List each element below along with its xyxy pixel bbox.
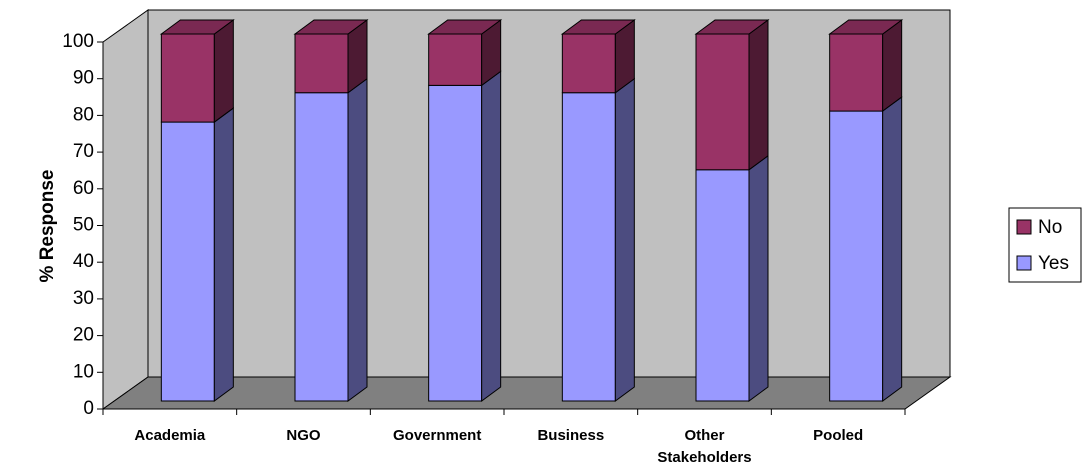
y-tick-label: 30	[73, 288, 94, 309]
legend: No Yes	[1008, 207, 1082, 283]
y-axis: 0 10 20 30 40 50 60 70 80 90 100	[62, 31, 104, 419]
bar-no-front	[428, 33, 483, 86]
bar-stack	[159, 19, 235, 402]
bar-no-side	[882, 19, 903, 113]
x-axis: Academia NGO Government Business Other Stakeh…	[102, 408, 906, 466]
bar-no-side	[748, 19, 769, 171]
legend-swatch-yes	[1016, 255, 1032, 271]
x-category-label: Academia	[134, 427, 206, 444]
x-category-label: NGO	[286, 427, 321, 444]
bar-yes-side	[481, 70, 502, 402]
y-tick-label: 80	[73, 104, 94, 125]
bar-yes-front	[561, 92, 616, 402]
y-tick-label: 10	[73, 361, 94, 382]
bar-no-front	[829, 33, 884, 112]
y-tick-label: 0	[83, 398, 94, 419]
bar-stack	[828, 19, 904, 402]
bar-no-top	[159, 19, 235, 35]
legend-label-no: No	[1038, 217, 1062, 238]
bar-yes-front	[160, 121, 215, 402]
y-tick-label: 60	[73, 178, 94, 199]
bar-yes-side	[748, 154, 769, 402]
bar-stack	[560, 19, 636, 402]
bar-stack	[427, 19, 503, 402]
bar-yes-front	[829, 110, 884, 402]
bar-yes-front	[695, 169, 750, 402]
x-category-label: Pooled	[813, 427, 863, 444]
bar-group	[159, 19, 904, 402]
bar-stack	[293, 19, 369, 402]
y-tick-label: 70	[73, 141, 94, 162]
y-tick-label: 100	[62, 31, 94, 52]
y-tick-label: 50	[73, 215, 94, 236]
bar-yes-side	[213, 107, 234, 402]
side-wall	[102, 9, 149, 410]
bar-no-side	[213, 19, 234, 124]
bar-no-top	[560, 19, 636, 35]
x-category-label: Business	[537, 427, 604, 444]
legend-label-yes: Yes	[1038, 253, 1069, 274]
bar-no-top	[293, 19, 369, 35]
bar-no-front	[294, 33, 349, 94]
bar-yes-front	[294, 92, 349, 402]
bar-yes-side	[614, 77, 635, 402]
bar-no-top	[427, 19, 503, 35]
x-category-label: Government	[393, 427, 481, 444]
bar-no-front	[695, 33, 750, 171]
bar-yes-front	[428, 84, 483, 402]
bar-stack	[694, 19, 770, 402]
y-tick-label: 40	[73, 251, 94, 272]
bar-no-front	[160, 33, 215, 123]
bar-no-front	[561, 33, 616, 94]
y-tick-label: 20	[73, 325, 94, 346]
bar-no-top	[694, 19, 770, 35]
y-tick-label: 90	[73, 68, 94, 89]
x-category-label: Other Stakeholders	[657, 427, 751, 466]
bar-yes-side	[882, 96, 903, 402]
bar-no-top	[828, 19, 904, 35]
y-axis-title: % Response	[37, 170, 58, 283]
bar-yes-side	[347, 77, 368, 402]
legend-swatch-no	[1016, 219, 1032, 235]
